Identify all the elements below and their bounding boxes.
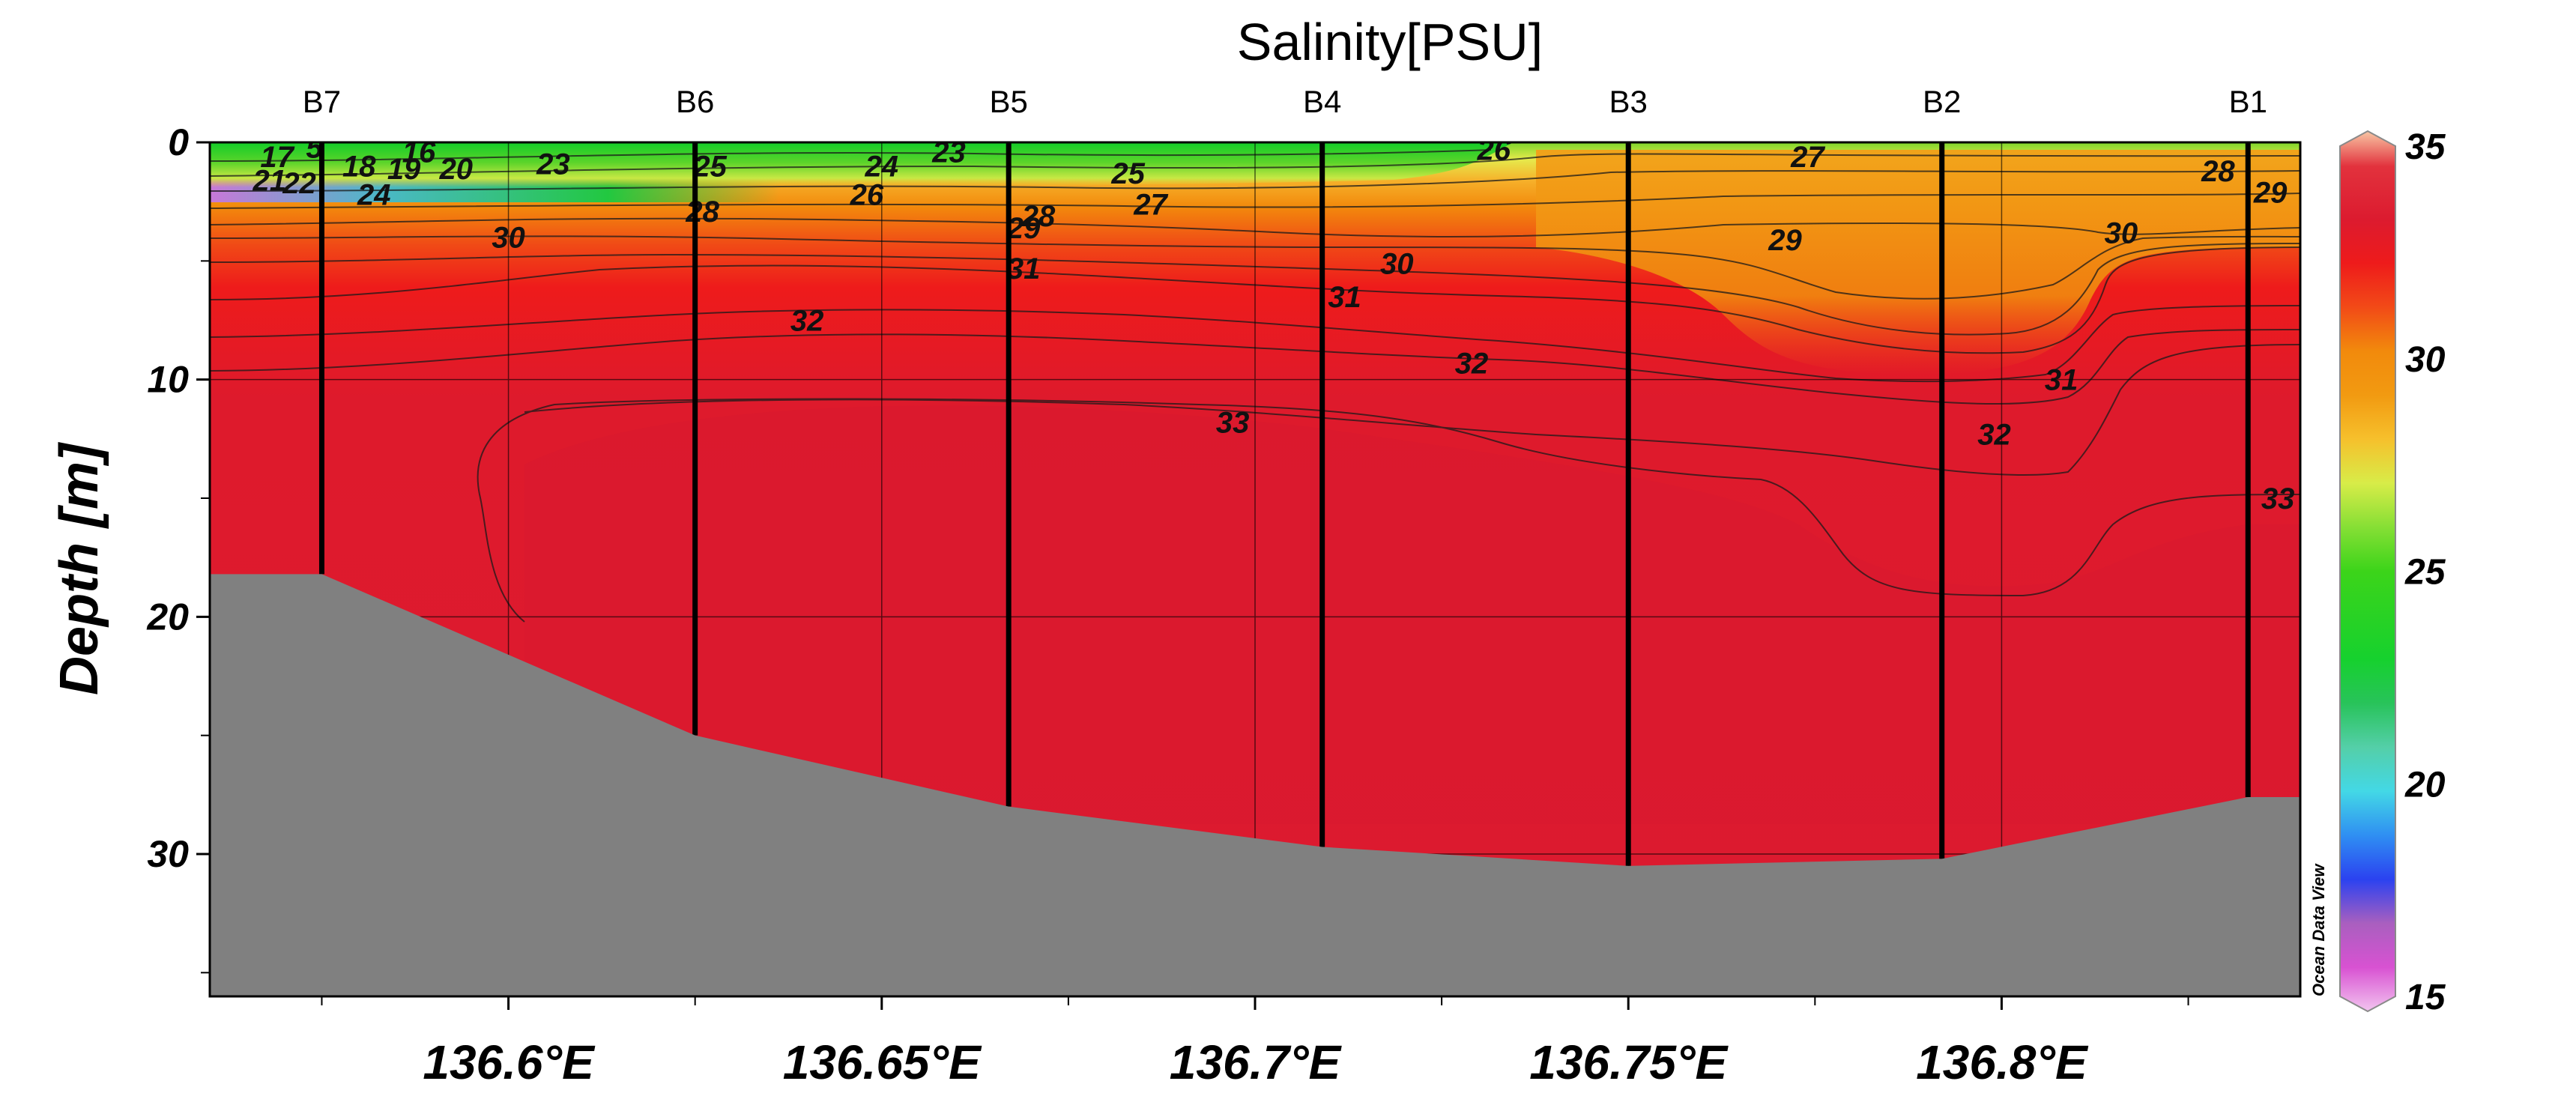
station-casts [318,142,2251,866]
contour-lines [210,149,2300,623]
contour-line [524,344,2300,476]
contour-label: 23 [931,136,966,169]
station-label-b5: B5 [989,84,1027,119]
contour-line [210,149,1492,162]
contour-label: 25 [692,151,727,184]
contour-label: 32 [1977,419,2011,452]
y-axis: 0 10 20 30 [146,121,210,974]
contour-line [210,193,2300,209]
contour-label: 27 [1133,188,1168,221]
y-tick-label: 10 [147,359,189,401]
colorbar: 35 30 25 20 15 [2339,127,2446,1017]
station-label-b1: B1 [2229,84,2267,119]
contour-line [210,243,2300,336]
core-salinity-33-region [524,405,2300,824]
contour-label: 33 [1216,407,1250,440]
x-tick-label: 136.6°E [423,1035,596,1089]
contour-label: 26 [850,179,884,212]
station-label-b7: B7 [303,84,341,119]
contour-label: 16 [402,136,436,169]
contour-line [210,170,2300,192]
station-labels: B7 B6 B5 B4 B3 B2 B1 [303,84,2267,119]
contour-label: 19 [387,153,421,186]
contour-label: 31 [1328,281,1361,314]
colorbar-tick-label: 20 [2404,765,2446,805]
contour-line [210,329,2300,405]
contour-label: 29 [1006,212,1041,245]
contour-label: 29 [1768,224,1802,257]
contour-label: 30 [1380,248,1414,281]
ocean-data-view-watermark: Ocean Data View [2309,863,2328,996]
contour-line [477,398,2300,623]
y-tick-label: 20 [146,596,189,638]
contour-line [210,217,2300,237]
contour-label: 31 [1007,252,1041,285]
contour-label: 21 [252,165,286,198]
contour-line [210,305,2300,383]
contour-label: 22 [282,167,316,200]
contour-label: 23 [536,148,570,181]
colorbar-tick-label: 15 [2405,978,2446,1017]
x-tick-label: 136.8°E [1916,1035,2089,1089]
x-tick-label: 136.7°E [1170,1035,1343,1089]
contour-label: 27 [1790,141,1825,174]
station-label-b4: B4 [1303,84,1341,119]
contour-label: 28 [1021,200,1056,233]
y-tick-label: 0 [168,121,189,163]
contour-label: 30 [2105,217,2138,249]
colorbar-ticks: 35 30 25 20 15 [2404,127,2446,1017]
station-label-b2: B2 [1923,84,1961,119]
contour-label: 31 [2045,364,2078,397]
station-label-b3: B3 [1609,84,1648,119]
contour-label: 32 [1455,348,1489,381]
y-axis-label: Depth [m] [49,442,109,695]
contour-label: 24 [357,179,391,212]
contour-label: 5 [306,131,323,164]
station-label-b6: B6 [676,84,714,119]
contour-label: 28 [2201,155,2235,188]
seafloor-bottom-mask [210,574,2300,996]
x-tick-label: 136.75°E [1529,1035,1729,1089]
contour-line [210,235,2300,300]
x-tick-label: 136.65°E [783,1035,982,1089]
colorbar-tick-label: 25 [2404,553,2446,593]
contour-label: 28 [685,196,719,228]
colorbar-tick-label: 35 [2405,127,2446,167]
fresh-surface-layer-mid [210,142,1514,187]
contour-label: 18 [342,151,376,184]
contour-line [210,246,2300,354]
colorbar-tick-label: 30 [2405,340,2446,380]
brackish-bay-east [1536,150,2300,375]
colorbar-bar [2339,130,2396,1013]
contour-label: 32 [790,305,824,338]
contour-label: 33 [2261,482,2295,515]
contour-label: 20 [439,153,474,186]
contour-label: 29 [2253,177,2288,210]
chart-title: Salinity[PSU] [1237,13,1543,71]
y-tick-label: 30 [147,833,189,875]
x-axis: 136.6°E 136.65°E 136.7°E 136.75°E 136.8°E [321,996,2189,1089]
contour-line [210,153,2300,177]
contour-label: 17 [260,141,294,174]
contour-label: 26 [1477,134,1511,167]
contour-label: 25 [1110,157,1145,190]
